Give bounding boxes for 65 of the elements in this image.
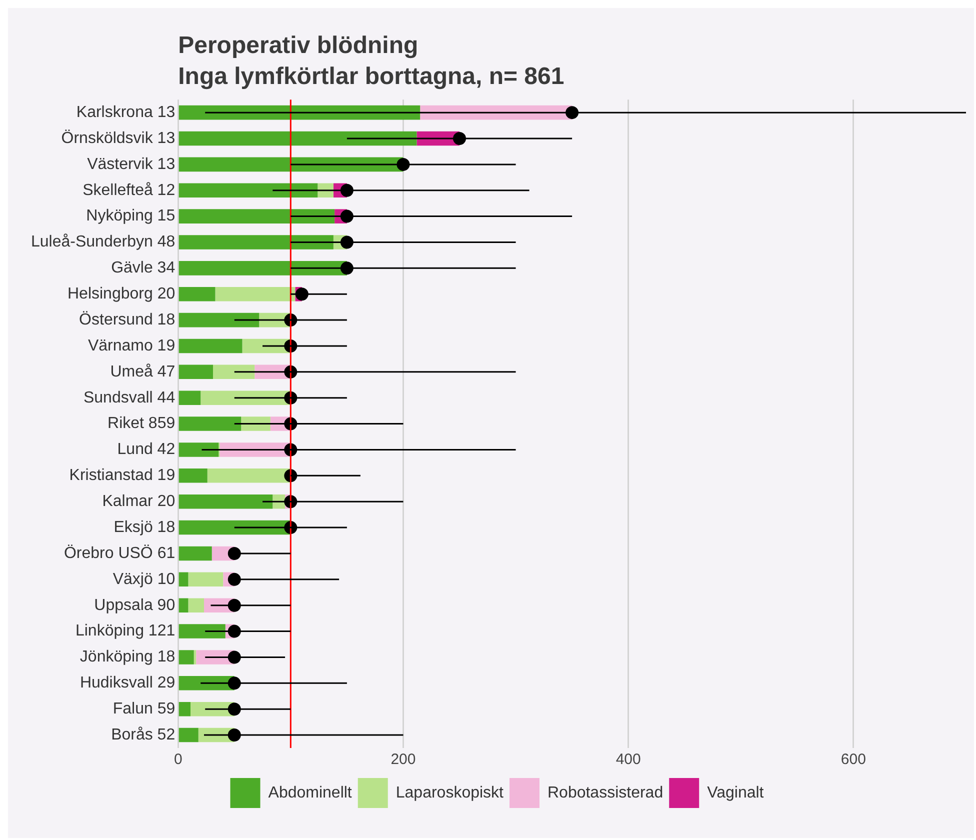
y-tick-label: Eksjö 18	[114, 518, 176, 536]
bar	[215, 286, 296, 302]
y-tick-label: Umeå 47	[110, 363, 176, 380]
y-tick-label: Falun 59	[112, 700, 176, 718]
bar	[178, 364, 213, 380]
bar	[178, 702, 190, 716]
y-tick-label: Jönköping 18	[80, 648, 176, 666]
y-tick-label: Växjö 10	[112, 570, 176, 588]
legend-label: Abdominellt	[268, 784, 352, 802]
bar	[178, 183, 318, 198]
y-tick-label: Skellefteå 12	[82, 182, 176, 199]
bar	[178, 468, 208, 483]
bar	[178, 286, 216, 302]
bar	[178, 209, 335, 224]
y-tick-label: Uppsala 90	[94, 596, 176, 614]
bar	[178, 416, 242, 431]
bar	[178, 131, 417, 146]
y-tick-label: Västervik 13	[87, 156, 176, 173]
y-tick-label: Östersund 18	[79, 310, 176, 328]
x-tick-label: 600	[840, 751, 866, 768]
bar	[207, 468, 291, 483]
y-tick-label: Luleå-Sunderbyn 48	[31, 234, 176, 251]
y-tick-label: Gävle 34	[111, 260, 176, 277]
y-tick-label: Karlskrona 13	[76, 104, 176, 121]
y-tick-label: Linköping 121	[75, 622, 176, 640]
bar	[213, 364, 255, 380]
bar	[178, 624, 226, 638]
y-tick-label: Kalmar 20	[102, 493, 176, 510]
chart-subtitle: Inga lymfkörtlar borttagna, n= 861	[178, 62, 564, 90]
y-tick-label: Lund 42	[117, 441, 176, 458]
y-tick-label: Örnsköldsvik 13	[61, 128, 176, 147]
x-tick-label: 400	[616, 751, 641, 768]
y-tick-label: Hudiksvall 29	[80, 674, 176, 692]
y-tick-label: Örebro USÖ 61	[64, 544, 176, 562]
bar	[178, 494, 273, 509]
legend-label: Laparoskopiskt	[396, 784, 504, 802]
bar	[178, 442, 219, 457]
y-tick-label: Värnamo 19	[88, 337, 176, 354]
bar	[178, 728, 198, 742]
bar	[188, 598, 204, 612]
bar	[194, 650, 196, 664]
bar	[178, 650, 194, 664]
bar	[178, 338, 242, 354]
point	[228, 572, 241, 586]
bar	[178, 312, 260, 328]
chart-title: Peroperativ blödning	[178, 32, 418, 60]
y-tick-label: Kristianstad 19	[69, 467, 176, 484]
bar	[178, 261, 347, 276]
x-tick-label: 200	[390, 751, 416, 768]
legend-label: Robotassisterad	[547, 784, 664, 802]
bar	[178, 235, 334, 250]
x-tick-label: 0	[174, 751, 182, 768]
bar	[178, 598, 188, 612]
y-tick-label: Nyköping 15	[86, 208, 176, 225]
legend-label: Vaginalt	[707, 784, 764, 802]
bar	[178, 572, 188, 587]
y-tick-label: Helsingborg 20	[67, 286, 176, 303]
y-tick-label: Sundsvall 44	[83, 389, 176, 406]
bar	[178, 390, 201, 405]
y-tick-label: Riket 859	[108, 415, 176, 432]
point	[228, 546, 241, 560]
bar	[178, 546, 212, 561]
y-tick-label: Borås 52	[111, 726, 176, 744]
bar	[188, 572, 224, 587]
bar	[178, 157, 404, 172]
